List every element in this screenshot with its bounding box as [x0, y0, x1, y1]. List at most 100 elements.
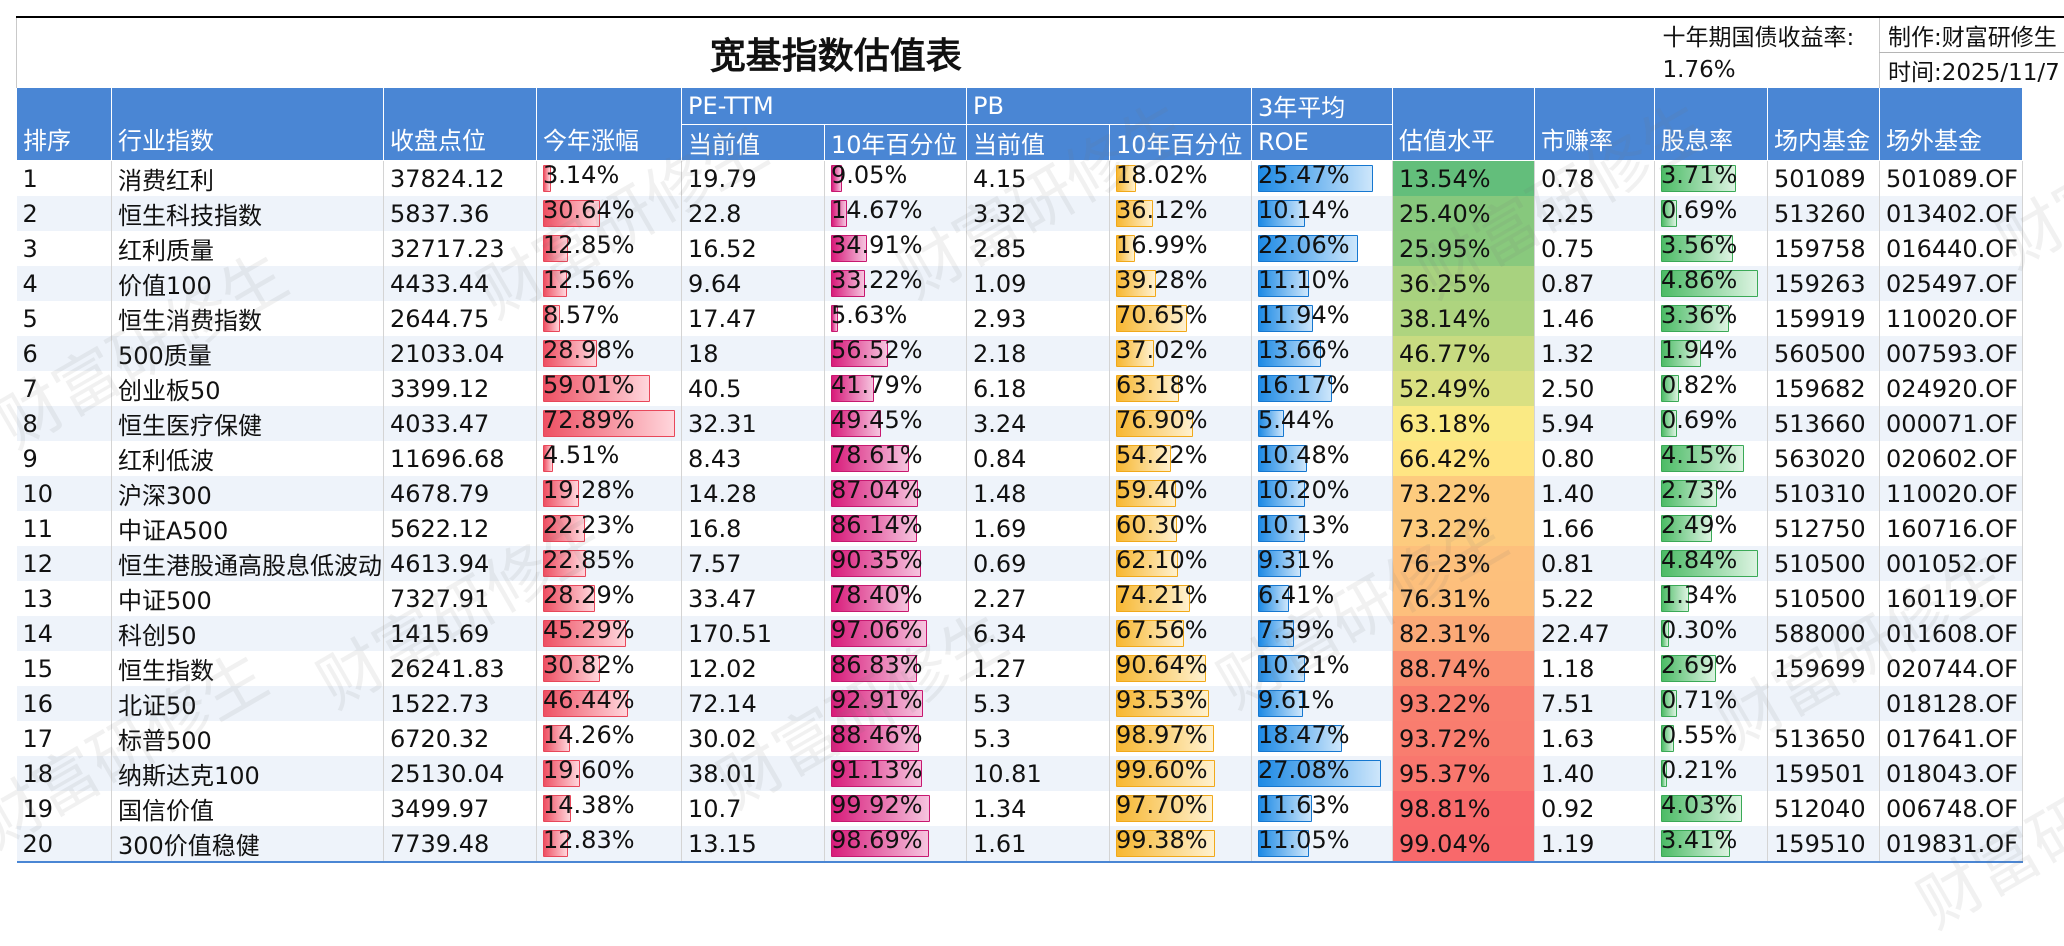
ytd-cell: 30.64%: [537, 196, 682, 231]
pe-current-cell: 30.02: [682, 721, 825, 756]
close-cell: 2644.75: [384, 301, 537, 336]
index-name-cell: 中证500: [112, 581, 384, 616]
ytd-value: 12.85%: [543, 231, 635, 259]
pe-pct-cell: 98.69%: [825, 826, 967, 862]
pe-pct-cell: 97.06%: [825, 616, 967, 651]
header-valuation[interactable]: 估值水平: [1393, 88, 1535, 161]
pe-pct-cell: 9.05%: [825, 161, 967, 197]
header-rank[interactable]: 排序: [17, 88, 112, 161]
valuation-table: 宽基指数估值表 十年期国债收益率: 制作:财富研修生 1.76% 时间:2025…: [16, 16, 2064, 863]
pb-pct-cell: 93.53%: [1110, 686, 1252, 721]
header-pb-group: PB: [967, 88, 1252, 125]
header-index[interactable]: 行业指数: [112, 88, 384, 161]
earnings-yield-cell: 5.94: [1535, 406, 1655, 441]
earnings-yield-cell: 0.92: [1535, 791, 1655, 826]
index-name-cell: 红利低波: [112, 441, 384, 476]
dividend-cell: 2.73%: [1655, 476, 1768, 511]
pb-pct-value: 99.38%: [1116, 826, 1208, 854]
roe-cell: 10.14%: [1252, 196, 1393, 231]
pb-pct-value: 70.65%: [1116, 301, 1208, 329]
pe-current-cell: 18: [682, 336, 825, 371]
dividend-cell: 0.69%: [1655, 406, 1768, 441]
dividend-cell: 4.15%: [1655, 441, 1768, 476]
pe-current-cell: 13.15: [682, 826, 825, 862]
etf-code-cell: 513650: [1768, 721, 1880, 756]
pb-pct-value: 93.53%: [1116, 686, 1208, 714]
header-pe-pct[interactable]: 10年百分位: [825, 124, 967, 161]
header-roe[interactable]: ROE: [1252, 124, 1393, 161]
index-name-cell: 中证A500: [112, 511, 384, 546]
pb-current-cell: 1.48: [967, 476, 1110, 511]
valuation-cell: 25.95%: [1393, 231, 1535, 266]
index-name-cell: 红利质量: [112, 231, 384, 266]
earnings-yield-cell: 1.32: [1535, 336, 1655, 371]
ytd-cell: 3.14%: [537, 161, 682, 197]
rank-cell: 15: [17, 651, 112, 686]
ytd-cell: 14.26%: [537, 721, 682, 756]
pe-pct-value: 90.35%: [831, 546, 923, 574]
header-otc[interactable]: 场外基金: [1880, 88, 2023, 161]
index-name-cell: 创业板50: [112, 371, 384, 406]
header-earnings-yield[interactable]: 市赚率: [1535, 88, 1655, 161]
ytd-cell: 72.89%: [537, 406, 682, 441]
otc-code-cell: 020602.OF: [1880, 441, 2023, 476]
earnings-yield-cell: 1.40: [1535, 476, 1655, 511]
ytd-value: 22.23%: [543, 511, 635, 539]
roe-cell: 13.66%: [1252, 336, 1393, 371]
etf-code-cell: [1768, 686, 1880, 721]
pe-current-cell: 7.57: [682, 546, 825, 581]
roe-value: 10.20%: [1258, 476, 1350, 504]
rank-cell: 20: [17, 826, 112, 862]
pb-pct-value: 59.40%: [1116, 476, 1208, 504]
otc-code-cell: 011608.OF: [1880, 616, 2023, 651]
pb-pct-cell: 60.30%: [1110, 511, 1252, 546]
pb-pct-cell: 18.02%: [1110, 161, 1252, 197]
header-etf[interactable]: 场内基金: [1768, 88, 1880, 161]
pb-current-cell: 0.84: [967, 441, 1110, 476]
index-name-cell: 恒生指数: [112, 651, 384, 686]
header-dividend[interactable]: 股息率: [1655, 88, 1768, 161]
header-pe-current[interactable]: 当前值: [682, 124, 825, 161]
pe-current-cell: 16.52: [682, 231, 825, 266]
index-name-cell: 恒生港股通高股息低波动: [112, 546, 384, 581]
valuation-cell: 73.22%: [1393, 511, 1535, 546]
header-ytd[interactable]: 今年涨幅: [537, 88, 682, 161]
rank-cell: 9: [17, 441, 112, 476]
ytd-value: 46.44%: [543, 686, 635, 714]
dividend-cell: 1.34%: [1655, 581, 1768, 616]
header-close[interactable]: 收盘点位: [384, 88, 537, 161]
pe-pct-value: 99.92%: [831, 791, 923, 819]
etf-code-cell: 510310: [1768, 476, 1880, 511]
pb-current-cell: 3.32: [967, 196, 1110, 231]
dividend-value: 0.21%: [1661, 756, 1737, 784]
earnings-yield-cell: 0.78: [1535, 161, 1655, 197]
pe-current-cell: 9.64: [682, 266, 825, 301]
header-pb-current[interactable]: 当前值: [967, 124, 1110, 161]
ytd-cell: 46.44%: [537, 686, 682, 721]
pe-pct-value: 5.63%: [831, 301, 907, 329]
pe-current-cell: 38.01: [682, 756, 825, 791]
rank-cell: 18: [17, 756, 112, 791]
header-pb-pct[interactable]: 10年百分位: [1110, 124, 1252, 161]
